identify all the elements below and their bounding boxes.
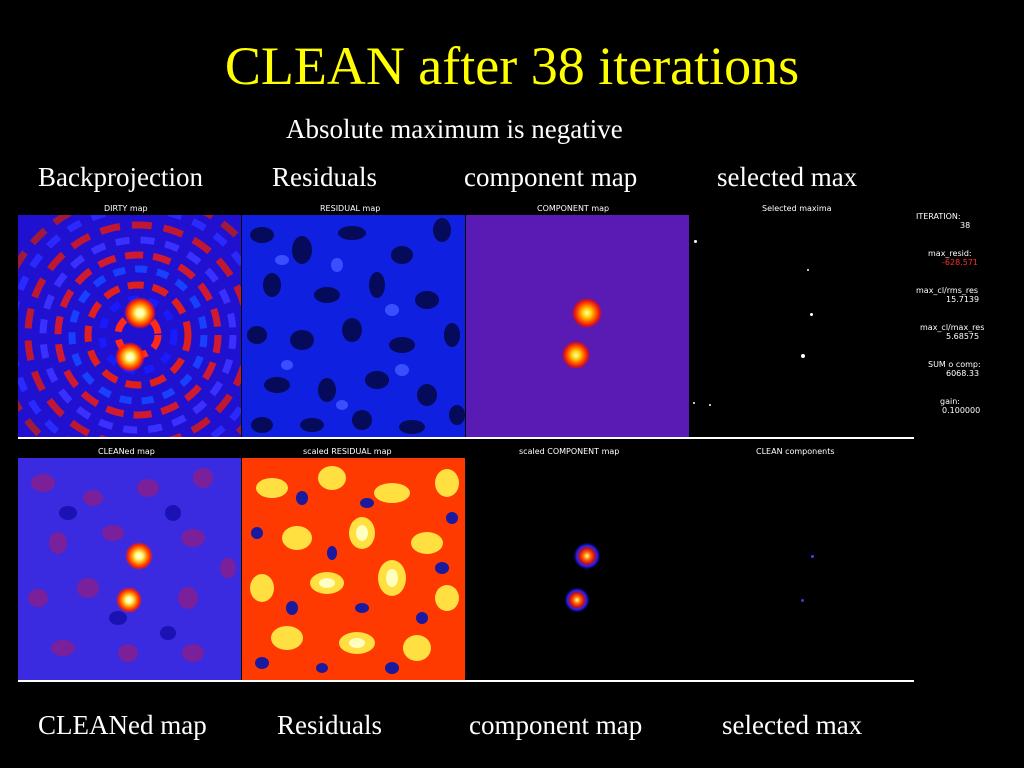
top-row-divider (18, 437, 914, 439)
scaled-residual-map-image (242, 458, 465, 680)
bottom-label-cleaned-map: CLEANed map (38, 710, 207, 740)
gain-label: gain: (940, 397, 960, 406)
top-label-residuals: Residuals (272, 162, 377, 192)
dirty-map-image (18, 215, 241, 437)
sum-comp-label: SUM o comp: (928, 360, 981, 369)
sum-comp-value: 6068.33 (946, 369, 980, 378)
residual-map-image (242, 215, 465, 437)
iteration-label: ITERATION: (916, 212, 961, 221)
panel-title-residual: RESIDUAL map (320, 204, 381, 213)
selected-maxima-image (690, 215, 913, 437)
iteration-value: 38 (960, 221, 971, 230)
slide-title: CLEAN after 38 iterations (224, 36, 800, 96)
panel-title-clean-components: CLEAN components (756, 447, 835, 456)
slide-subtitle: Absolute maximum is negative (286, 114, 623, 144)
ratio1-label: max_cl/rms_res (916, 286, 979, 295)
clean-components-image (690, 458, 913, 680)
panel-title-scaled-component: scaled COMPONENT map (519, 447, 620, 456)
top-label-backprojection: Backprojection (38, 162, 203, 192)
panel-title-selected: Selected maxima (762, 204, 832, 213)
bottom-row-divider (18, 680, 914, 682)
component-map-image (466, 215, 689, 437)
panel-title-dirty: DIRTY map (104, 204, 148, 213)
scaled-component-map-image (466, 458, 689, 680)
ratio2-value: 5.68575 (946, 332, 980, 341)
bottom-label-selected-max: selected max (722, 710, 863, 740)
panel-title-scaled-residual: scaled RESIDUAL map (303, 447, 392, 456)
top-label-selected-max: selected max (717, 162, 858, 192)
iteration-info-panel: ITERATION: 38 max_resid: -628.571 max_cl… (916, 212, 1016, 434)
ratio1-value: 15.7139 (946, 295, 980, 304)
bottom-label-residuals: Residuals (277, 710, 382, 740)
gain-value: 0.100000 (942, 406, 981, 415)
max-resid-value: -628.571 (942, 258, 978, 267)
top-label-component-map: component map (464, 162, 638, 192)
cleaned-map-image (18, 458, 241, 680)
bottom-label-component-map: component map (469, 710, 643, 740)
panel-title-component: COMPONENT map (537, 204, 610, 213)
max-resid-label: max_resid: (928, 249, 972, 258)
ratio2-label: max_cl/max_res (920, 323, 985, 332)
panel-title-cleaned: CLEANed map (98, 447, 155, 456)
